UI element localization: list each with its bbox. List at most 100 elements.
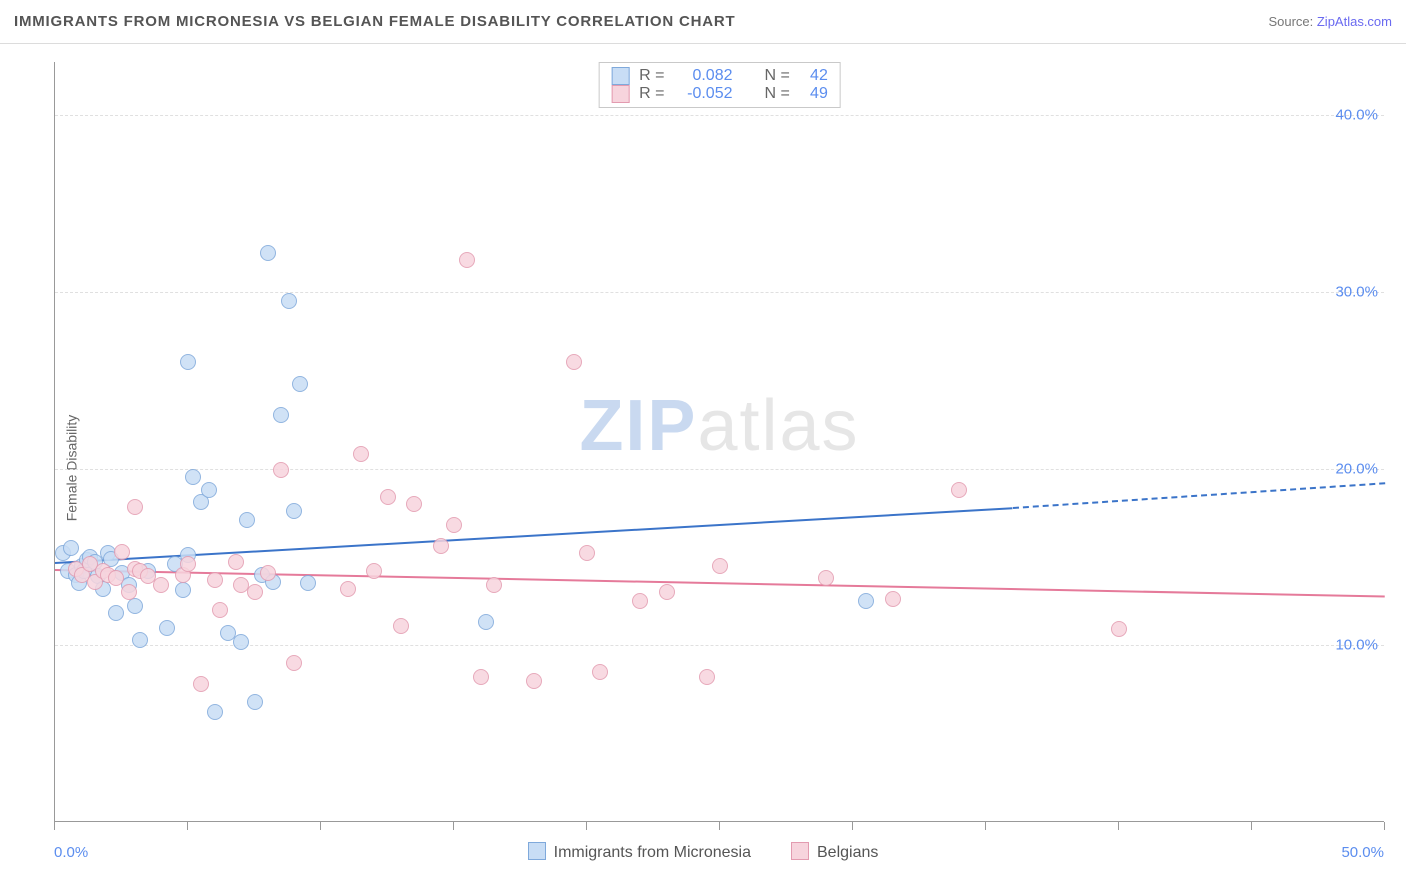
data-point — [207, 704, 223, 720]
data-point — [478, 614, 494, 630]
data-point — [273, 462, 289, 478]
data-point — [201, 482, 217, 498]
data-point — [632, 593, 648, 609]
x-tick — [586, 822, 587, 830]
data-point — [292, 376, 308, 392]
data-point — [380, 489, 396, 505]
watermark: ZIPatlas — [579, 385, 859, 467]
data-point — [127, 499, 143, 515]
source-credit: Source: ZipAtlas.com — [1268, 14, 1392, 29]
data-point — [1111, 621, 1127, 637]
data-point — [127, 598, 143, 614]
r-value: -0.052 — [675, 85, 733, 103]
scatter-plot: ZIPatlas R = 0.082 N = 42R = -0.052 N = 49 10.… — [54, 62, 1384, 822]
n-value: 42 — [800, 67, 828, 85]
trend-line — [1013, 483, 1386, 510]
data-point — [579, 545, 595, 561]
data-point — [212, 602, 228, 618]
legend-label-belgians: Belgians — [817, 844, 878, 861]
data-point — [108, 605, 124, 621]
r-value: 0.082 — [675, 67, 733, 85]
data-point — [121, 584, 137, 600]
data-point — [175, 582, 191, 598]
data-point — [193, 676, 209, 692]
data-point — [180, 354, 196, 370]
data-point — [180, 556, 196, 572]
data-point — [300, 575, 316, 591]
x-tick — [320, 822, 321, 830]
y-tick-label: 20.0% — [1325, 460, 1378, 477]
data-point — [340, 581, 356, 597]
y-tick-label: 10.0% — [1325, 637, 1378, 654]
data-point — [159, 620, 175, 636]
x-tick — [187, 822, 188, 830]
data-point — [108, 570, 124, 586]
data-point — [114, 544, 130, 560]
correlation-stats-box: R = 0.082 N = 42R = -0.052 N = 49 — [598, 62, 841, 108]
data-point — [239, 512, 255, 528]
data-point — [592, 664, 608, 680]
data-point — [712, 558, 728, 574]
gridline — [55, 469, 1384, 470]
x-tick — [54, 822, 55, 830]
data-point — [951, 482, 967, 498]
data-point — [353, 446, 369, 462]
legend-swatch-micronesia — [528, 842, 546, 860]
watermark-brand: ZIP — [579, 386, 697, 466]
data-point — [858, 593, 874, 609]
data-point — [486, 577, 502, 593]
data-point — [393, 618, 409, 634]
gridline — [55, 115, 1384, 116]
data-point — [207, 572, 223, 588]
data-point — [228, 554, 244, 570]
data-point — [233, 634, 249, 650]
data-point — [153, 577, 169, 593]
chart-header: IMMIGRANTS FROM MICRONESIA VS BELGIAN FE… — [0, 0, 1406, 44]
data-point — [247, 584, 263, 600]
x-tick — [453, 822, 454, 830]
stats-row: R = -0.052 N = 49 — [611, 85, 828, 103]
data-point — [260, 245, 276, 261]
stats-swatch — [611, 67, 629, 85]
data-point — [699, 669, 715, 685]
data-point — [281, 293, 297, 309]
stats-row: R =0.082N =42 — [611, 67, 828, 85]
n-label: N = — [765, 85, 790, 103]
y-tick-label: 40.0% — [1325, 107, 1378, 124]
data-point — [473, 669, 489, 685]
x-tick — [1251, 822, 1252, 830]
source-prefix: Source: — [1268, 14, 1316, 29]
gridline — [55, 645, 1384, 646]
chart-title: IMMIGRANTS FROM MICRONESIA VS BELGIAN FE… — [14, 13, 735, 30]
data-point — [247, 694, 263, 710]
x-tick — [985, 822, 986, 830]
trend-line — [55, 507, 1013, 564]
y-tick-label: 30.0% — [1325, 283, 1378, 300]
source-link[interactable]: ZipAtlas.com — [1317, 14, 1392, 29]
stats-swatch — [611, 85, 629, 103]
data-point — [366, 563, 382, 579]
data-point — [286, 655, 302, 671]
legend-item-belgians: Belgians — [791, 842, 878, 862]
data-point — [566, 354, 582, 370]
x-axis-ticks — [54, 822, 1384, 832]
n-value: 49 — [800, 85, 828, 103]
x-tick — [852, 822, 853, 830]
data-point — [63, 540, 79, 556]
r-label: R = — [639, 85, 664, 103]
watermark-suffix: atlas — [697, 386, 859, 466]
gridline — [55, 292, 1384, 293]
data-point — [185, 469, 201, 485]
data-point — [885, 591, 901, 607]
data-point — [406, 496, 422, 512]
data-point — [659, 584, 675, 600]
data-point — [446, 517, 462, 533]
x-tick — [1118, 822, 1119, 830]
x-tick — [1384, 822, 1385, 830]
data-point — [459, 252, 475, 268]
n-label: N = — [765, 67, 790, 85]
legend-item-micronesia: Immigrants from Micronesia — [528, 842, 751, 862]
legend-label-micronesia: Immigrants from Micronesia — [554, 844, 751, 861]
legend-swatch-belgians — [791, 842, 809, 860]
data-point — [273, 407, 289, 423]
